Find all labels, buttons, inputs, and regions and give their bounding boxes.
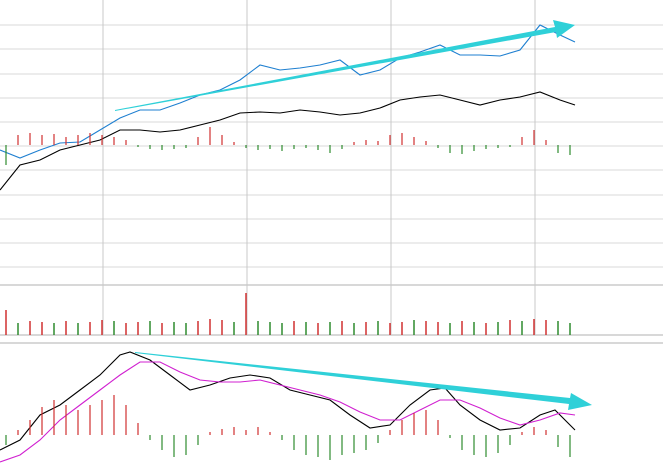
trend-arrow <box>115 20 575 111</box>
series-line <box>0 351 576 451</box>
series-line <box>0 91 576 191</box>
trend-arrow <box>135 352 592 410</box>
series-line <box>0 24 576 159</box>
series-line <box>0 361 576 463</box>
